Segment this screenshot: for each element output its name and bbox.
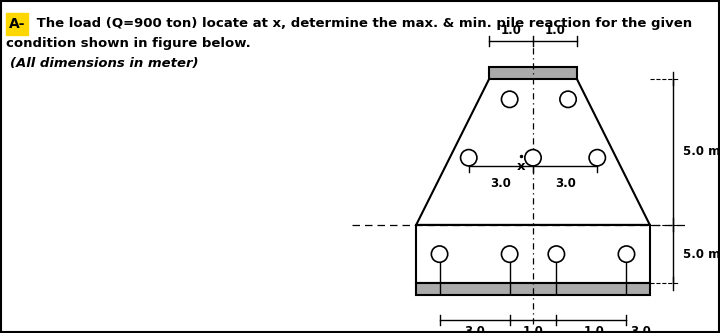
Text: 5.0 m: 5.0 m [683, 146, 720, 159]
Text: The load (Q=900 ton) locate at x, determine the max. & min. pile reaction for th: The load (Q=900 ton) locate at x, determ… [32, 18, 692, 31]
Circle shape [431, 246, 448, 262]
Text: 1.0: 1.0 [584, 325, 605, 333]
Circle shape [548, 246, 564, 262]
Circle shape [618, 246, 634, 262]
Circle shape [589, 150, 606, 166]
Text: A-: A- [9, 17, 25, 31]
Text: 1.0: 1.0 [544, 24, 565, 37]
Circle shape [525, 150, 541, 166]
Circle shape [501, 91, 518, 108]
Text: condition shown in figure below.: condition shown in figure below. [6, 38, 251, 51]
Text: 3.0: 3.0 [554, 177, 575, 190]
Circle shape [501, 246, 518, 262]
Text: 3.0: 3.0 [464, 325, 485, 333]
Polygon shape [416, 283, 650, 295]
Text: 1.0: 1.0 [523, 325, 544, 333]
Text: 1.0: 1.0 [500, 24, 521, 37]
Text: 5.0 m: 5.0 m [683, 248, 720, 261]
Circle shape [461, 150, 477, 166]
Text: 3.0: 3.0 [631, 325, 652, 333]
Polygon shape [489, 67, 577, 79]
Text: x: x [517, 160, 526, 173]
FancyBboxPatch shape [6, 13, 28, 35]
Text: (All dimensions in meter): (All dimensions in meter) [10, 57, 199, 70]
Circle shape [560, 91, 576, 108]
Text: 3.0: 3.0 [490, 177, 511, 190]
